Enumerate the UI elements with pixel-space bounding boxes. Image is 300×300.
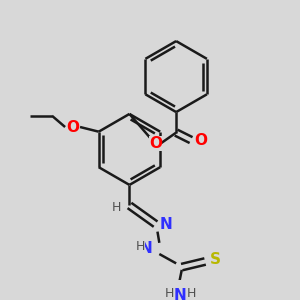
Text: N: N bbox=[160, 217, 172, 232]
Text: S: S bbox=[210, 252, 221, 267]
Text: O: O bbox=[149, 136, 162, 151]
Text: H: H bbox=[112, 201, 121, 214]
Text: N: N bbox=[140, 241, 153, 256]
Text: O: O bbox=[66, 119, 79, 134]
Text: N: N bbox=[173, 288, 186, 300]
Text: O: O bbox=[194, 133, 207, 148]
Text: H: H bbox=[165, 287, 174, 300]
Text: H: H bbox=[186, 287, 196, 300]
Text: H: H bbox=[136, 240, 145, 253]
